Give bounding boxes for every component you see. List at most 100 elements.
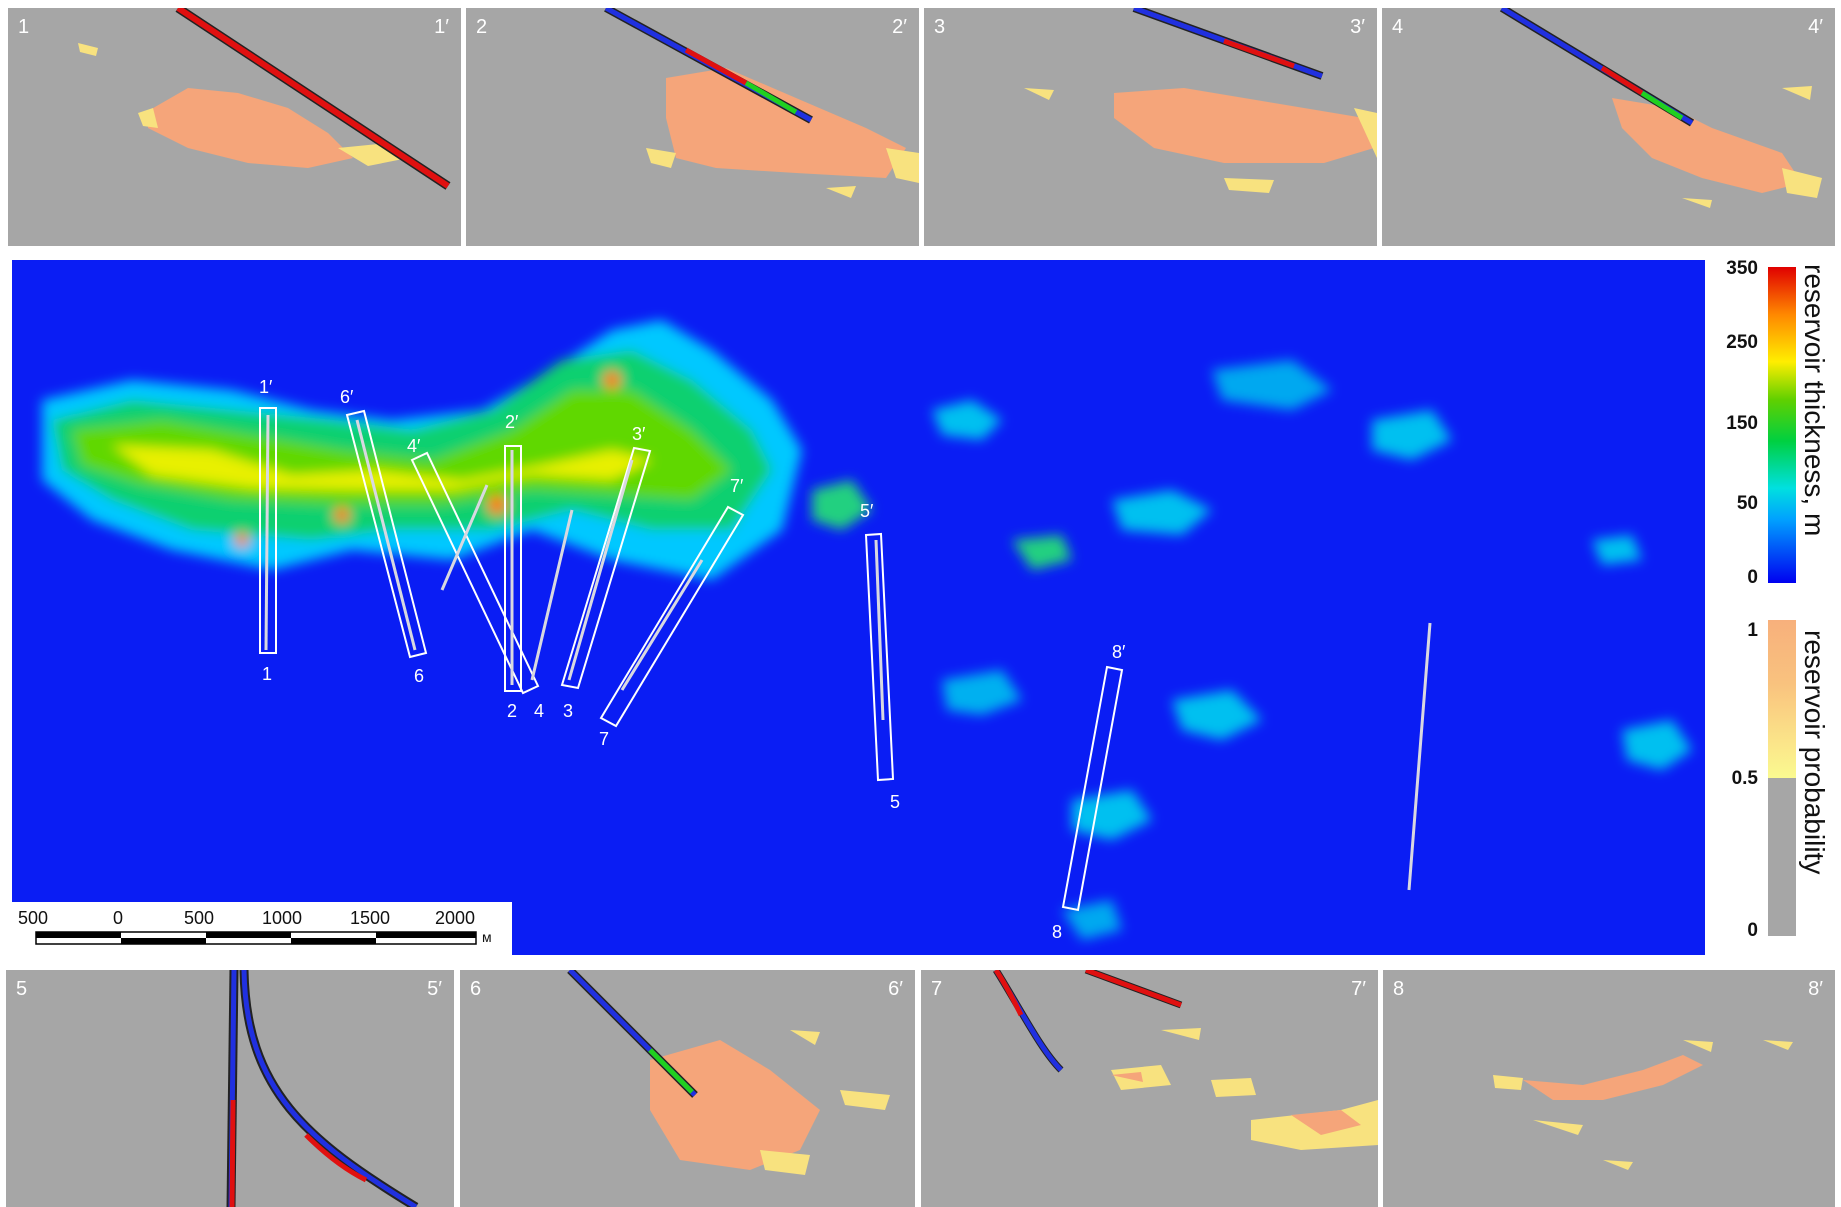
probability-colorbar-title: reservoir probability bbox=[1799, 630, 1830, 875]
thickness-field bbox=[42, 320, 1692, 940]
profile-box bbox=[599, 505, 745, 728]
section-5: 5 5′ bbox=[6, 970, 454, 1207]
map-svg: 1′ 1 6′ 6 2′ 2 4′ 4 3′ 3 7′ 7 5′ 5 8′ 8 bbox=[42, 320, 1692, 942]
profile-end-label: 8′ bbox=[1112, 642, 1126, 662]
section-end-label: 3′ bbox=[1350, 16, 1365, 38]
section-end-label: 8′ bbox=[1808, 978, 1823, 1000]
scale-tick-label: 0 bbox=[113, 908, 123, 928]
section-start-label: 4 bbox=[1392, 16, 1404, 38]
thickness-tick: 350 bbox=[1726, 258, 1758, 279]
probability-nonreservoir-range bbox=[1768, 778, 1796, 936]
reservoir-body bbox=[1111, 1072, 1361, 1135]
well-log-segment bbox=[1640, 90, 1684, 121]
section-4-svg bbox=[1499, 8, 1822, 208]
probability-tick: 1 bbox=[1747, 620, 1758, 641]
section-4: 4 4′ bbox=[1382, 8, 1835, 246]
scale-unit: м bbox=[482, 929, 492, 945]
thickness-tick: 50 bbox=[1736, 493, 1758, 514]
well-trace bbox=[620, 559, 704, 691]
scale-bar: 500 0 500 1000 1500 2000 м bbox=[12, 902, 512, 955]
reservoir-body bbox=[1612, 98, 1802, 193]
section-1-svg bbox=[78, 8, 451, 190]
reservoir-thickness-map: 1′ 1 6′ 6 2′ 2 4′ 4 3′ 3 7′ 7 5′ 5 8′ 8 bbox=[12, 260, 1705, 955]
reservoir-fringe bbox=[1493, 1040, 1793, 1170]
section-start-label: 7 bbox=[931, 978, 943, 1000]
profile-start-label: 8 bbox=[1052, 922, 1062, 942]
profile-boxes bbox=[259, 407, 1124, 912]
well-trace bbox=[567, 459, 634, 681]
reservoir-fringe bbox=[760, 1030, 890, 1175]
probability-reservoir-range bbox=[1768, 620, 1796, 778]
profile-start-label: 5 bbox=[890, 792, 900, 812]
scale-tick-label: 2000 bbox=[435, 908, 475, 928]
well-traces bbox=[264, 414, 1432, 891]
well-log-segment bbox=[744, 80, 798, 115]
profile-labels: 1′ 1 6′ 6 2′ 2 4′ 4 3′ 3 7′ 7 5′ 5 8′ 8 bbox=[259, 377, 1126, 942]
profile-start-label: 6 bbox=[414, 666, 424, 686]
section-8-svg bbox=[1493, 1040, 1793, 1170]
well-log-segment bbox=[229, 1099, 236, 1207]
section-end-label: 7′ bbox=[1351, 978, 1366, 1000]
well-log bbox=[241, 970, 418, 1207]
scale-tick-label: 1000 bbox=[262, 908, 302, 928]
well-trace bbox=[355, 419, 417, 651]
thickness-colorbar-title: reservoir thickness, m bbox=[1799, 264, 1830, 537]
well-log-segment bbox=[1600, 65, 1644, 96]
scale-tick-label: 500 bbox=[18, 908, 48, 928]
thickness-tick: 0 bbox=[1747, 567, 1758, 588]
section-end-label: 6′ bbox=[888, 978, 903, 1000]
profile-box bbox=[504, 445, 522, 692]
reservoir-body bbox=[148, 88, 353, 168]
probability-tick: 0.5 bbox=[1731, 768, 1758, 789]
section-3: 3 3′ bbox=[924, 8, 1377, 246]
reservoir-fringe bbox=[78, 43, 408, 166]
profile-end-label: 5′ bbox=[860, 501, 874, 521]
well-trace bbox=[874, 539, 885, 721]
scale-tick-label: 1500 bbox=[350, 908, 390, 928]
section-start-label: 1 bbox=[18, 16, 30, 38]
well-log-segment bbox=[304, 1133, 368, 1183]
section-7-svg bbox=[993, 970, 1378, 1150]
profile-end-label: 7′ bbox=[730, 476, 744, 496]
probability-colorbar bbox=[1768, 620, 1796, 936]
section-1: 1 1′ bbox=[8, 8, 461, 246]
well-log bbox=[176, 8, 450, 189]
reservoir-fringe bbox=[646, 148, 919, 198]
well-log-segment bbox=[993, 970, 1024, 1017]
section-start-label: 8 bbox=[1393, 978, 1405, 1000]
well-trace bbox=[1407, 622, 1432, 891]
profile-end-label: 4′ bbox=[407, 436, 421, 456]
scale-bar-svg: 500 0 500 1000 1500 2000 м bbox=[18, 908, 492, 945]
section-2-svg bbox=[604, 8, 919, 198]
profile-start-label: 1 bbox=[262, 664, 272, 684]
profile-box bbox=[864, 532, 895, 782]
reservoir-body bbox=[650, 1040, 820, 1170]
section-6-svg bbox=[567, 970, 890, 1175]
section-5-svg bbox=[226, 970, 419, 1207]
profile-box bbox=[345, 409, 428, 659]
thickness-colorbar bbox=[1768, 267, 1796, 583]
profile-start-label: 3 bbox=[563, 701, 573, 721]
well-log-segment bbox=[648, 1048, 694, 1094]
well-trace bbox=[530, 509, 574, 681]
profile-end-label: 2′ bbox=[505, 412, 519, 432]
section-end-label: 2′ bbox=[892, 16, 907, 38]
thickness-tick: 250 bbox=[1726, 332, 1758, 353]
profile-box bbox=[410, 451, 540, 695]
well-log bbox=[1085, 970, 1182, 1008]
profile-start-label: 4 bbox=[534, 701, 544, 721]
profile-box bbox=[259, 407, 277, 654]
well-trace bbox=[264, 414, 270, 651]
section-end-label: 5′ bbox=[427, 978, 442, 1000]
section-start-label: 5 bbox=[16, 978, 28, 1000]
profile-start-label: 7 bbox=[599, 729, 609, 749]
well-trajectory bbox=[239, 970, 419, 1207]
profile-box bbox=[1061, 665, 1124, 912]
profile-end-label: 3′ bbox=[632, 424, 646, 444]
reservoir-fringe bbox=[1111, 1028, 1378, 1150]
section-end-label: 1′ bbox=[434, 16, 449, 38]
profile-start-label: 2 bbox=[507, 701, 517, 721]
probability-tick: 0 bbox=[1747, 920, 1758, 941]
section-end-label: 4′ bbox=[1808, 16, 1823, 38]
section-6: 6 6′ bbox=[460, 970, 915, 1207]
